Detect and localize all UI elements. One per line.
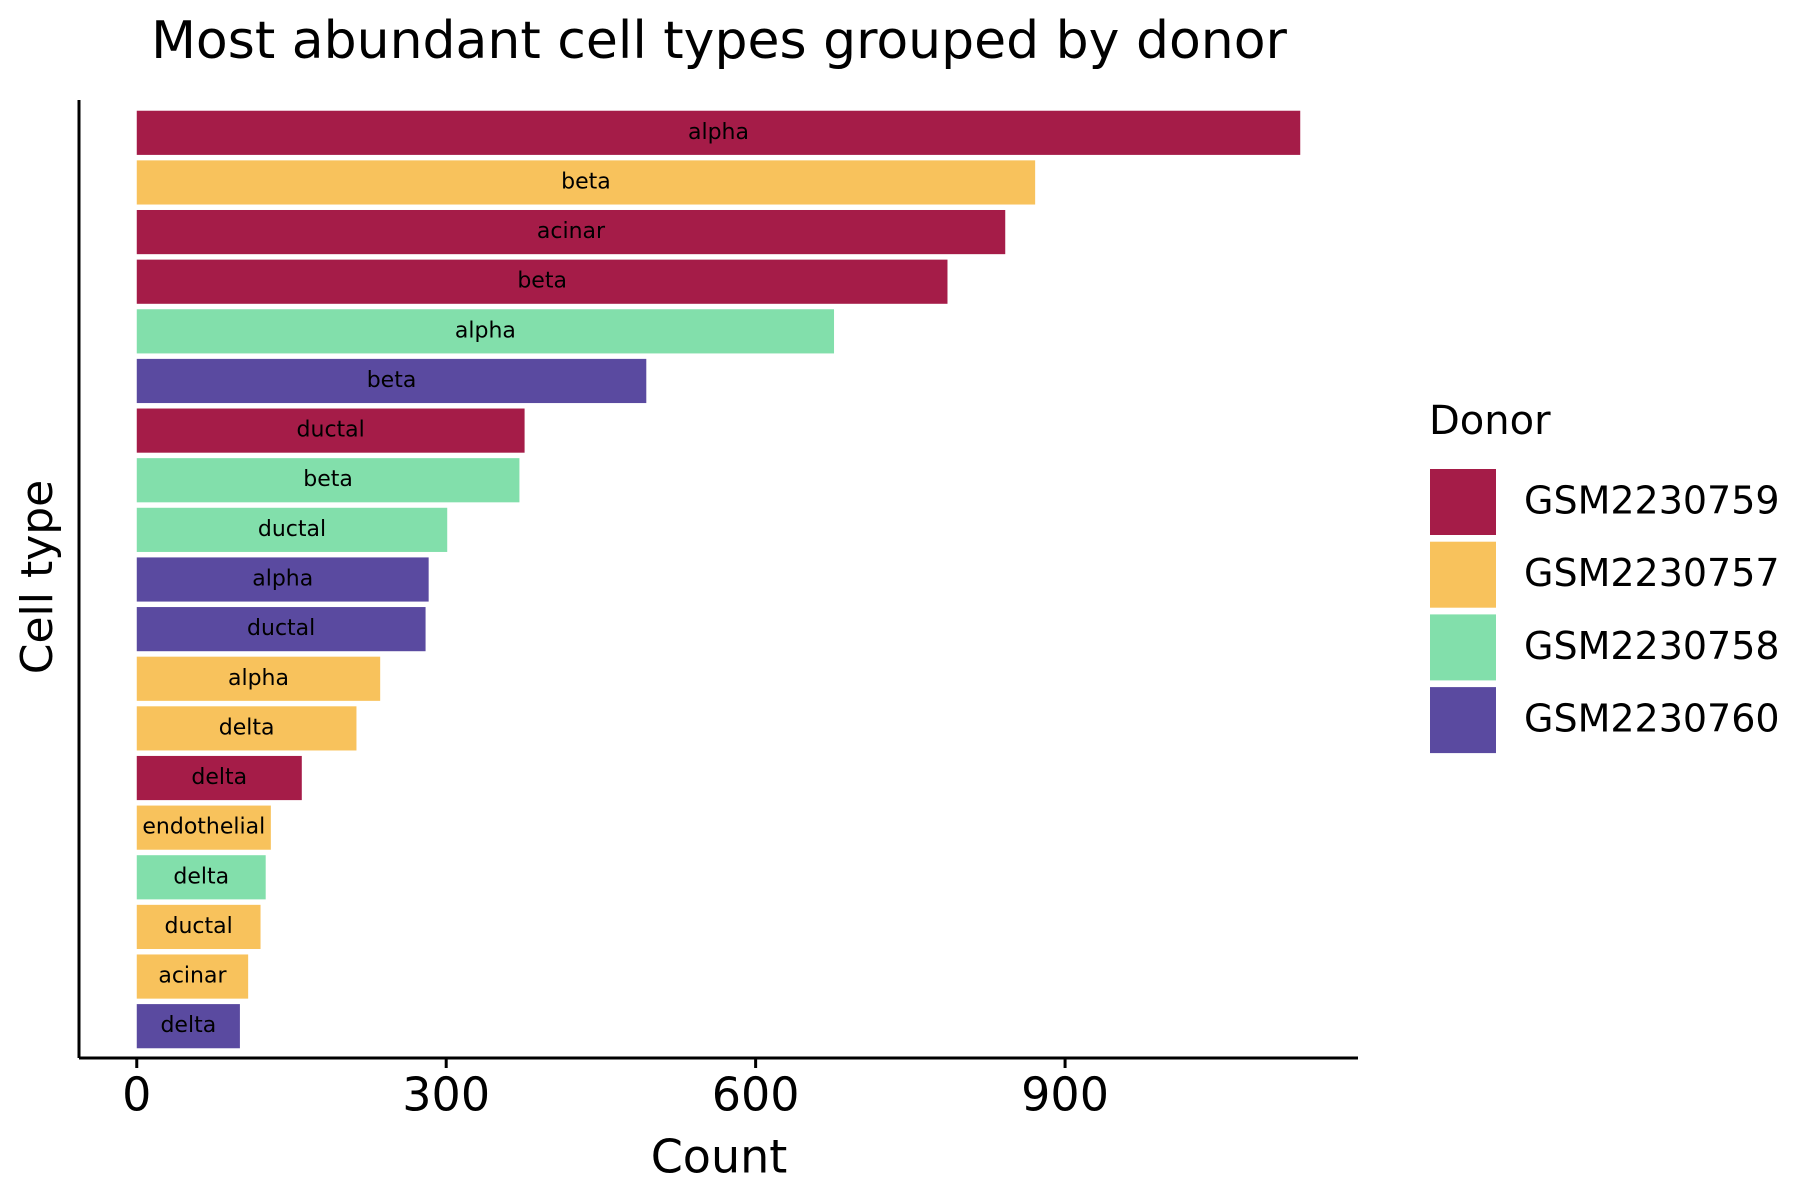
bar-label: acinar [158,964,227,989]
bar [136,408,525,453]
bar-label: endothelial [142,815,265,840]
bar [136,309,835,354]
bar [136,755,302,801]
bar-label: delta [219,715,275,740]
bar [136,458,520,503]
legend-label: GSM2230760 [1524,697,1780,741]
bar [136,160,1036,205]
bar-label: beta [517,269,567,294]
bar [136,358,647,404]
x-axis-label: Count [651,1130,788,1184]
bar [136,557,429,602]
bar [136,805,271,850]
bar-label: ductal [258,517,326,542]
legend-label: GSM2230757 [1524,551,1780,595]
bar-label: delta [173,864,229,889]
bar-label: alpha [688,120,749,145]
bar-label: beta [367,368,417,393]
x-tick-label: 300 [402,1068,490,1122]
bar [136,1004,240,1049]
bar-label: ductal [297,418,365,443]
bar [136,607,426,652]
bar-label: delta [191,765,247,790]
bar [136,904,261,950]
bar [136,507,448,552]
bar-label: alpha [252,567,313,592]
bar-label: acinar [537,219,606,244]
legend-key [1430,541,1496,608]
bar [136,855,266,900]
bar [136,656,381,701]
x-tick-label: 600 [712,1068,800,1122]
bar-label: alpha [455,318,516,343]
bar-label: ductal [247,616,315,641]
legend-label: GSM2230759 [1524,479,1780,523]
bar-label: delta [160,1013,216,1038]
bar-label: beta [303,467,353,492]
bar-label: beta [561,169,611,194]
bar [136,706,357,751]
legend-key [1430,469,1496,535]
x-tick-label: 900 [1021,1068,1109,1122]
bar-label: alpha [228,666,289,691]
bar [136,259,948,304]
bar [136,954,249,999]
x-tick-label: 0 [122,1068,151,1122]
legend-label: GSM2230758 [1524,624,1780,668]
y-axis-label: Cell type [12,480,63,675]
legend-title: Donor [1429,398,1551,444]
bar-label: ductal [165,914,233,939]
chart-title: Most abundant cell types grouped by dono… [151,11,1287,71]
bar [136,110,1301,155]
bar [136,209,1006,255]
legend-key [1430,687,1496,754]
legend-key [1430,614,1496,681]
